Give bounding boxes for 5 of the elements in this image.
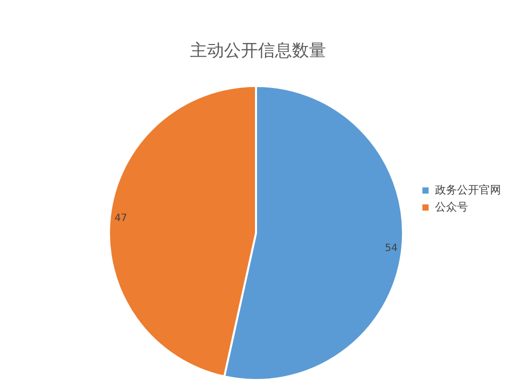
legend-label: 政务公开官网: [435, 184, 501, 196]
data-label: 47: [114, 213, 128, 224]
data-label: 54: [384, 242, 398, 254]
chart-title: 主动公开信息数量: [190, 41, 326, 61]
legend-label: 公众号: [435, 200, 468, 214]
